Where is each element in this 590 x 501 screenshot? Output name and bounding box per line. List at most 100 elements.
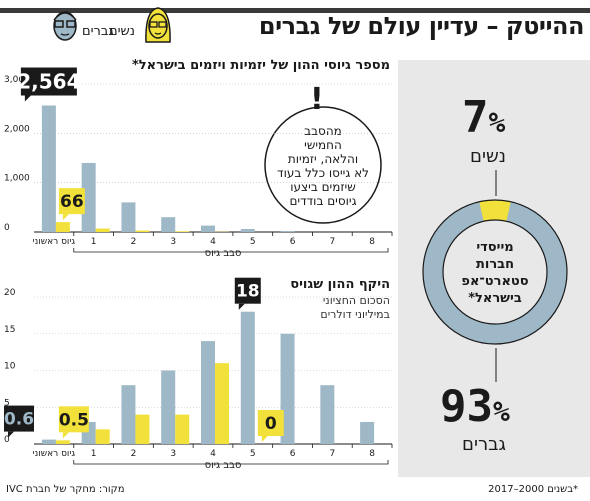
c1-bar-men — [121, 202, 136, 232]
c1-category-label: 5 — [250, 237, 256, 247]
legend-women: נשים — [109, 24, 135, 39]
c2-category-label: 2 — [131, 449, 137, 459]
legend-men: גברים — [82, 24, 114, 39]
ring-center-label: מייסדי חברות סטארט־אפ בישראל* — [451, 239, 539, 307]
c1-xaxis-label: סבב גיוס — [205, 248, 242, 259]
c2-bar-men — [240, 311, 255, 444]
c1-callout-label: 2,564 — [17, 70, 80, 94]
c2-ytick-label: 15 — [4, 325, 15, 335]
c1-category-label: 1 — [91, 237, 97, 247]
note-line-6: גיוסים בודדים — [289, 194, 357, 208]
c2-category-label: 5 — [250, 449, 256, 459]
c2-ytick-label: 10 — [4, 362, 16, 372]
note-line-3: והלאה, יזמיות — [287, 152, 359, 166]
c2-category-label: 7 — [329, 449, 335, 459]
c2-ytick-label: 5 — [4, 398, 10, 408]
c2-callout-pointer — [238, 303, 245, 310]
c2-callout-pointer — [8, 431, 14, 438]
c1-ytick-label: 1,000 — [4, 174, 30, 184]
c1-bar-women — [175, 231, 190, 232]
note-line-2: החמישי — [304, 138, 342, 152]
c1-category-label: 2 — [131, 237, 137, 247]
c1-category-label: 8 — [369, 237, 375, 247]
exclamation-icon: ! — [310, 82, 324, 117]
c1-category-label: 6 — [290, 237, 296, 247]
c1-callout-label: 66 — [60, 192, 84, 212]
c2-callout-label: 0.5 — [59, 410, 89, 430]
c2-category-label: 8 — [369, 449, 375, 459]
c1-bar-women — [55, 222, 70, 232]
women-percent-label: נשים — [470, 146, 506, 167]
c2-ytick-label: 20 — [4, 288, 16, 298]
c2-callout-box — [257, 410, 284, 436]
women-percent-value: 7 — [462, 92, 489, 143]
top-rule — [0, 8, 590, 13]
c2-ytick-label: 0 — [4, 435, 10, 445]
man-face-icon — [53, 11, 77, 41]
c1-ytick-label: 3,000 — [4, 75, 30, 85]
source-note: מקור: מחקר של חברת IVC — [6, 484, 125, 495]
c1-bar-men — [280, 231, 295, 232]
c1-ytick-label: 0 — [4, 223, 10, 233]
women-percent-sign: % — [488, 106, 506, 139]
chart-capital-raised: 0 5 10 15 20 גיוס ראשוני 1 2 3 4 5 6 7 8 סבב גיוס 0.6 0.… — [4, 277, 393, 471]
c2-category-label: 4 — [210, 449, 216, 459]
c1-callout-pointer — [24, 95, 31, 102]
c1-bar-men — [240, 229, 255, 232]
c2-category-label: 3 — [170, 449, 176, 459]
c1-xaxis-bracket — [73, 248, 389, 253]
c2-callout-box — [234, 277, 261, 304]
c2-callout-box — [58, 406, 89, 433]
chart2-title: היקף ההון שגויס — [290, 277, 390, 292]
c2-callout-pointer — [62, 432, 69, 439]
note-circle — [264, 106, 382, 224]
c2-category-label: גיוס ראשוני — [33, 449, 76, 459]
c2-bar-men — [161, 370, 176, 444]
ring-line-1: מייסדי — [476, 240, 514, 255]
c1-callout-pointer — [62, 214, 69, 221]
c2-category-label: 1 — [91, 449, 97, 459]
page-title: ההייטק – עדיין עולם של גברים — [258, 12, 585, 40]
c1-bar-men — [201, 225, 215, 232]
founders-ring — [422, 199, 568, 345]
c2-bar-women — [135, 414, 150, 444]
c2-callout-label: 18 — [236, 282, 260, 302]
men-percent-value: 93 — [440, 381, 493, 432]
c2-callout-label: 0.6 — [4, 410, 34, 430]
chart1-title: מספר גיוסי ההון של יזמיות ויזמים בישראל* — [131, 58, 390, 73]
c2-bar-women — [95, 429, 110, 444]
ring-line-4: בישראל* — [468, 291, 522, 306]
c2-bar-men — [121, 385, 136, 444]
men-percent: 93% — [440, 381, 510, 432]
ring-line-3: סטארט־אפ — [461, 274, 529, 289]
c1-bar-women — [135, 230, 150, 232]
c1-callout-box — [20, 67, 77, 96]
c1-category-label: 7 — [329, 237, 335, 247]
footnote: *בשנים 2000–2017 — [488, 484, 578, 495]
woman-face-icon — [145, 7, 171, 43]
c1-category-label: גיוס ראשוני — [33, 237, 76, 247]
c2-bar-men — [41, 439, 56, 444]
c1-bar-men — [161, 217, 176, 232]
c1-category-label: 4 — [210, 237, 216, 247]
c2-bar-men — [360, 421, 375, 444]
c1-bar-men — [81, 162, 96, 232]
c2-bar-men — [320, 385, 335, 444]
note-line-1: מהסבב — [304, 124, 342, 138]
c2-xaxis-label: סבב גיוס — [205, 460, 242, 471]
c1-callout-box — [58, 188, 85, 215]
men-percent-sign: % — [492, 395, 510, 428]
men-percent-label: גברים — [462, 434, 506, 455]
ring-line-2: חברות — [475, 257, 515, 272]
c1-bar-men — [41, 105, 56, 232]
c2-callout-pointer — [261, 436, 268, 442]
c2-bar-men — [201, 341, 215, 444]
c2-bar-women — [55, 440, 70, 444]
women-percent: 7% — [462, 92, 505, 143]
c2-bar-men — [280, 333, 295, 444]
c2-category-label: 6 — [290, 449, 296, 459]
c1-category-label: 3 — [170, 237, 176, 247]
ring-women-arc — [423, 200, 567, 344]
c2-bar-women — [175, 414, 190, 444]
